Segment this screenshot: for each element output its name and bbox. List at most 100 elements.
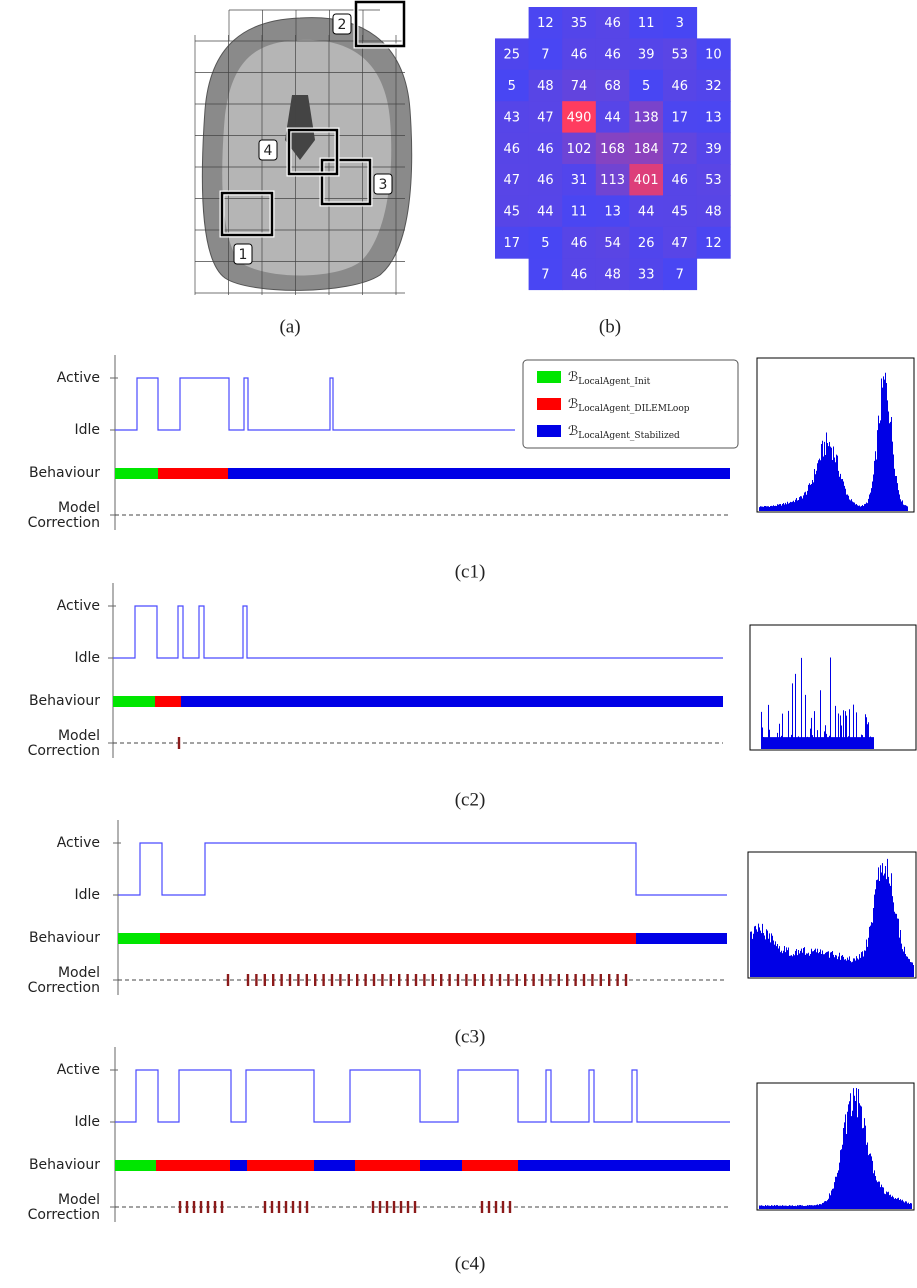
- cell: [562, 69, 597, 102]
- caption: (c4): [455, 1253, 486, 1274]
- correction-mark: [574, 974, 577, 986]
- row-label: Behaviour: [29, 693, 100, 709]
- correction-mark: [298, 1201, 302, 1213]
- cell: [562, 132, 597, 165]
- behaviour-segment: [247, 1160, 314, 1171]
- cell-value: 5: [541, 236, 549, 251]
- cell-value: 184: [634, 142, 659, 157]
- histogram: [761, 657, 874, 749]
- cell-value: 7: [676, 267, 684, 282]
- cell: [663, 132, 698, 165]
- correction-mark: [487, 1201, 491, 1213]
- correction-mark: [305, 1201, 309, 1213]
- cell-value: 54: [604, 236, 621, 251]
- behaviour-segment: [155, 696, 181, 707]
- row-label: Model: [58, 728, 100, 744]
- legend-symbol: ℬ: [568, 424, 578, 439]
- region-box: [220, 191, 274, 237]
- cell: [663, 69, 698, 102]
- histogram: [750, 858, 914, 977]
- region-label: 4: [264, 143, 273, 159]
- correction-mark: [314, 974, 317, 986]
- legend-symbol: ℬ: [568, 397, 578, 412]
- brain-inner: [222, 39, 392, 276]
- caption: (c1): [455, 561, 486, 582]
- cell: [528, 7, 563, 39]
- cell: [595, 258, 630, 291]
- region-box: [354, 0, 406, 48]
- cell-value: 45: [504, 205, 521, 220]
- legend-label: ℬLocalAgent_DILEMLoop: [568, 397, 690, 414]
- legend-swatch: [537, 398, 561, 410]
- cell-value: 102: [567, 142, 592, 157]
- legend-label: ℬLocalAgent_Init: [568, 370, 651, 387]
- cell-value: 46: [571, 267, 588, 282]
- cell-value: 11: [571, 205, 588, 220]
- cell-value: 46: [571, 236, 588, 251]
- correction-mark: [305, 974, 308, 986]
- cell-value: 68: [604, 79, 621, 94]
- correction-mark: [524, 974, 527, 986]
- region-label: 2: [338, 17, 347, 33]
- correction-mark: [177, 737, 181, 749]
- correction-mark: [582, 974, 586, 986]
- correction-mark: [549, 974, 552, 986]
- row-label: Correction: [28, 1207, 100, 1223]
- legend: ℬLocalAgent_InitℬLocalAgent_DILEMLoopℬLo…: [522, 359, 739, 449]
- behaviour-segment: [230, 1160, 247, 1171]
- cell-value: 39: [705, 142, 722, 157]
- legend-swatch: [537, 371, 561, 383]
- cell: [562, 38, 597, 71]
- cell: [663, 164, 698, 196]
- cell-value: 35: [571, 16, 588, 31]
- region-tag: [332, 13, 352, 35]
- cell: [629, 101, 664, 134]
- row-label: Idle: [74, 422, 100, 438]
- row-label: Correction: [28, 743, 100, 759]
- cell-value: 47: [504, 173, 521, 188]
- legend-subscript: LocalAgent_DILEMLoop: [578, 404, 690, 414]
- correction-mark: [494, 1201, 498, 1213]
- cell-value: 74: [571, 79, 588, 94]
- cell-value: 31: [571, 173, 588, 188]
- cell-value: 47: [672, 236, 689, 251]
- correction-mark: [178, 1201, 182, 1213]
- cell-value: 44: [638, 205, 655, 220]
- behaviour-segment: [115, 468, 158, 479]
- correction-mark: [490, 974, 493, 986]
- row-label: Model: [58, 500, 100, 516]
- correction-mark: [378, 1201, 382, 1213]
- cell: [495, 101, 530, 134]
- correction-mark: [371, 1201, 375, 1213]
- correction-mark: [448, 974, 451, 986]
- correction-mark: [414, 974, 418, 986]
- behaviour-segment: [115, 1160, 156, 1171]
- cell: [528, 132, 563, 165]
- cell: [562, 101, 597, 134]
- correction-mark: [456, 974, 460, 986]
- region-tag: [233, 243, 253, 265]
- cell: [528, 226, 563, 259]
- correction-mark: [616, 974, 619, 986]
- cell-value: 10: [705, 48, 722, 63]
- cell: [562, 7, 597, 39]
- correction-mark: [381, 974, 384, 986]
- correction-mark: [540, 974, 544, 986]
- correction-mark: [406, 1201, 410, 1213]
- behaviour-segment: [420, 1160, 462, 1171]
- cell: [629, 226, 664, 259]
- cell: [562, 226, 597, 259]
- cell-value: 46: [504, 142, 521, 157]
- cell: [595, 226, 630, 259]
- correction-mark: [591, 974, 594, 986]
- behaviour-segment: [181, 696, 723, 707]
- cell: [629, 69, 664, 102]
- cell-value: 44: [604, 110, 621, 125]
- cell-value: 32: [705, 79, 722, 94]
- correction-mark: [557, 974, 560, 986]
- cell: [696, 101, 731, 134]
- correction-mark: [297, 974, 300, 986]
